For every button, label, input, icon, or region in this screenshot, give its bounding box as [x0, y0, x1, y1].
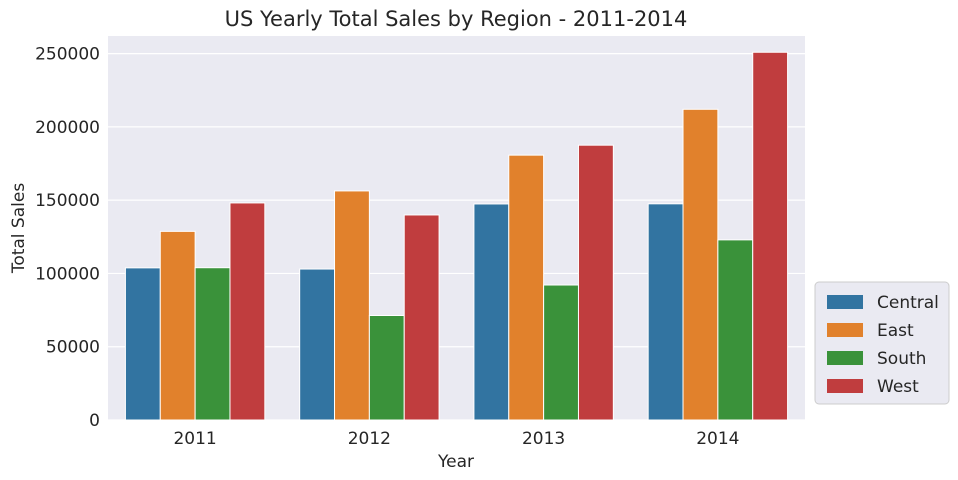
legend-box	[814, 281, 950, 405]
bar-central-2012	[299, 268, 336, 421]
bar-central-2011	[124, 267, 161, 421]
bar-south-2014	[717, 239, 754, 421]
x-axis-ticks: 2011 2012 2013 2014	[173, 429, 739, 449]
legend: Central East South West	[814, 281, 950, 405]
legend-swatch-central	[827, 295, 863, 309]
y-tick-label: 50000	[46, 338, 100, 358]
y-axis-title: Total Sales	[9, 183, 29, 274]
bar-west-2012	[403, 214, 440, 421]
x-tick-label: 2014	[696, 429, 739, 449]
y-tick-label: 200000	[35, 118, 100, 138]
legend-label-south: South	[877, 349, 926, 369]
legend-label-west: West	[877, 377, 919, 397]
legend-label-east: East	[877, 321, 914, 341]
legend-swatch-south	[827, 351, 863, 365]
y-tick-label: 250000	[35, 45, 100, 65]
bar-west-2013	[577, 144, 614, 421]
y-tick-label: 100000	[35, 264, 100, 284]
bar-east-2012	[334, 190, 370, 421]
legend-swatch-east	[827, 323, 863, 337]
chart-title: US Yearly Total Sales by Region - 2011-2…	[225, 7, 688, 31]
bar-central-2013	[473, 203, 510, 421]
bar-east-2013	[508, 154, 545, 421]
x-axis-title: Year	[437, 452, 474, 472]
bar-south-2013	[543, 284, 579, 421]
bar-south-2011	[194, 267, 231, 421]
bar-west-2014	[752, 51, 789, 421]
y-tick-label: 0	[89, 411, 100, 431]
legend-swatch-west	[827, 379, 863, 393]
bar-central-2014	[647, 203, 684, 421]
x-tick-label: 2011	[173, 429, 216, 449]
legend-label-central: Central	[877, 293, 939, 313]
bar-west-2011	[229, 202, 266, 421]
y-axis-ticks: 0 50000 100000 150000 200000 250000	[35, 45, 100, 431]
y-tick-label: 150000	[35, 191, 100, 211]
x-tick-label: 2013	[522, 429, 565, 449]
x-tick-label: 2012	[348, 429, 391, 449]
bar-east-2014	[682, 108, 719, 421]
bars	[124, 51, 789, 421]
bar-south-2012	[368, 314, 405, 421]
bar-east-2011	[159, 230, 196, 421]
